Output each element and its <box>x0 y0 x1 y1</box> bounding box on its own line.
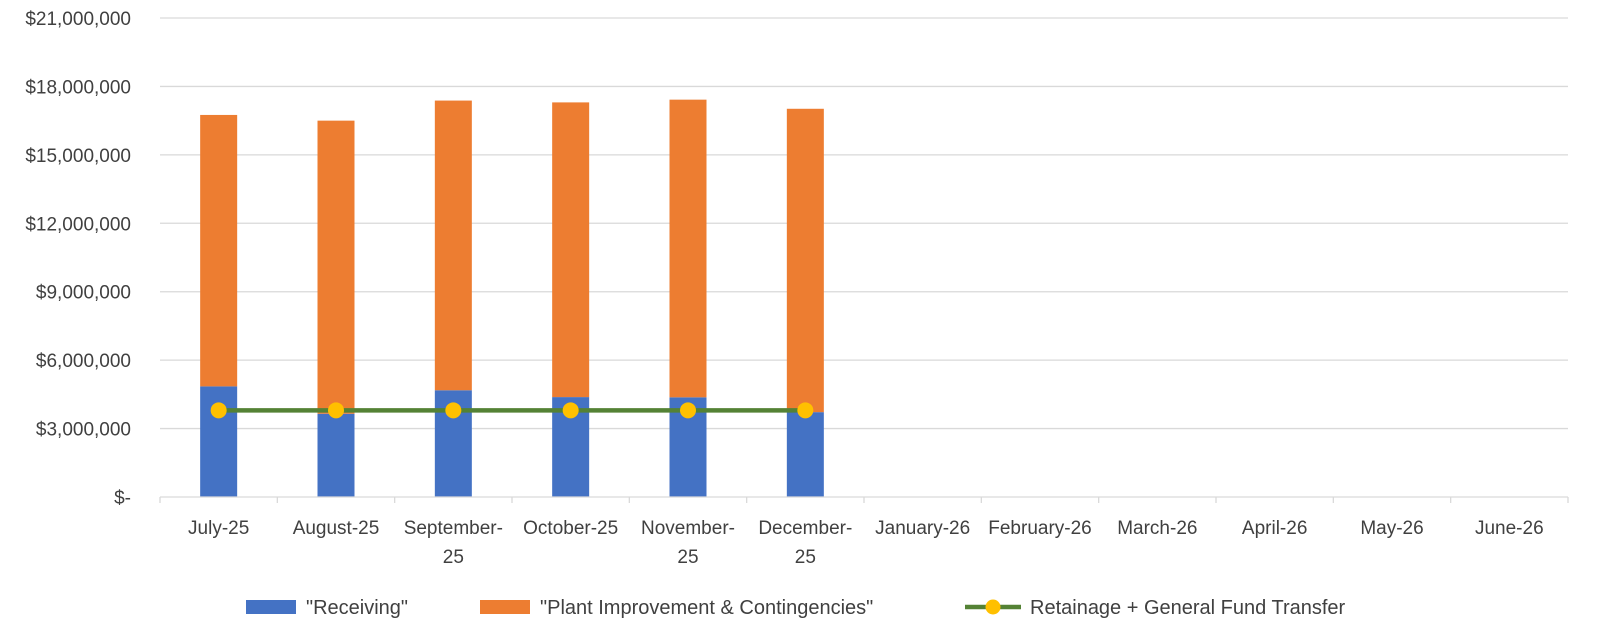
x-tick-label: July-25 <box>188 518 249 539</box>
bar <box>786 108 824 413</box>
bar <box>669 99 707 398</box>
x-tick-label: 25 <box>795 547 816 568</box>
data-point <box>210 402 227 419</box>
x-tick-label: 25 <box>677 547 698 568</box>
legend-label: "Receiving" <box>306 597 408 619</box>
y-tick-label: $- <box>114 488 131 509</box>
bar <box>552 102 590 398</box>
legend-swatch <box>480 600 530 614</box>
y-tick-label: $3,000,000 <box>36 420 131 441</box>
legend-label: Retainage + General Fund Transfer <box>1030 597 1346 619</box>
data-point <box>562 402 579 419</box>
legend-marker <box>985 599 1001 615</box>
y-axis: $- $3,000,000 $6,000,000 $9,000,000 $12,000,… <box>25 9 131 509</box>
x-tick-label: April-26 <box>1242 518 1307 539</box>
bars <box>200 99 824 497</box>
bar <box>317 413 355 497</box>
data-point <box>328 402 344 419</box>
y-tick-label: $6,000,000 <box>36 351 131 372</box>
x-tick-label: December- <box>758 518 852 539</box>
data-point <box>445 402 462 419</box>
x-tick-label: January-26 <box>875 518 970 539</box>
y-tick-label: $18,000,000 <box>25 77 131 98</box>
y-tick-label: $15,000,000 <box>25 146 131 167</box>
y-tick-label: $9,000,000 <box>36 283 131 304</box>
x-tick-label: June-26 <box>1475 518 1544 539</box>
line-series <box>210 402 814 419</box>
data-point <box>680 402 696 419</box>
gridlines <box>160 17 1568 430</box>
x-axis: July-25 August-25 September- 25 October-25 No… <box>159 496 1569 568</box>
x-tick-label: September- <box>404 518 503 539</box>
x-tick-label: August-25 <box>293 518 380 539</box>
data-point <box>797 402 814 419</box>
y-tick-label: $21,000,000 <box>25 9 131 30</box>
legend: "Receiving" "Plant Improvement & Continge… <box>246 597 1346 619</box>
bar <box>786 412 824 497</box>
bar <box>200 114 238 387</box>
bar <box>434 100 472 391</box>
x-tick-label: May-26 <box>1360 518 1423 539</box>
x-tick-label: 25 <box>443 547 464 568</box>
bar <box>317 120 355 414</box>
x-tick-label: October-25 <box>523 518 618 539</box>
x-tick-label: February-26 <box>988 518 1092 539</box>
y-tick-label: $12,000,000 <box>25 214 131 235</box>
x-tick-label: November- <box>641 518 735 539</box>
x-tick-label: March-26 <box>1117 518 1197 539</box>
legend-swatch <box>246 600 296 614</box>
legend-label: "Plant Improvement & Contingencies" <box>540 597 873 619</box>
